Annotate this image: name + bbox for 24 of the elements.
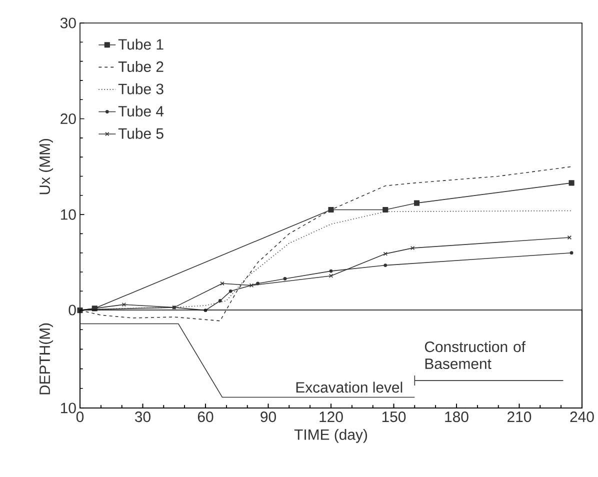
y-tick-label: 20	[60, 113, 76, 124]
x-axis-title: TIME (day)	[294, 428, 368, 443]
y-tick-label: 10	[61, 209, 76, 220]
legend-label: Tube 3	[118, 83, 164, 94]
x-tick-label: 120	[320, 412, 343, 422]
y-tick-label: 0	[68, 304, 76, 316]
x-tick-label: 210	[508, 412, 532, 422]
series-label: Construction of Basement	[424, 341, 526, 370]
x-tick-label: 0	[76, 412, 84, 422]
legend-label: Tube 4	[118, 106, 164, 117]
y-tick-label: 30	[60, 18, 76, 28]
x-tick-label: 90	[260, 412, 276, 422]
x-tick-label: 240	[570, 412, 594, 422]
legend-label: Excavation level	[296, 382, 402, 393]
y-axis-title: Ux (MM)	[39, 138, 54, 194]
legend-label: Tube 1	[118, 38, 164, 50]
y-tick-label: 10	[61, 402, 76, 414]
y-axis-title: DEPTH(M)	[39, 323, 54, 394]
legend-label: Tube 5	[118, 128, 164, 139]
x-tick-label: 150	[382, 412, 406, 422]
x-tick-label: 60	[198, 412, 214, 422]
x-tick-label: 30	[135, 412, 150, 422]
x-tick-label: 180	[445, 412, 468, 422]
legend-label: Tube 2	[118, 61, 164, 72]
